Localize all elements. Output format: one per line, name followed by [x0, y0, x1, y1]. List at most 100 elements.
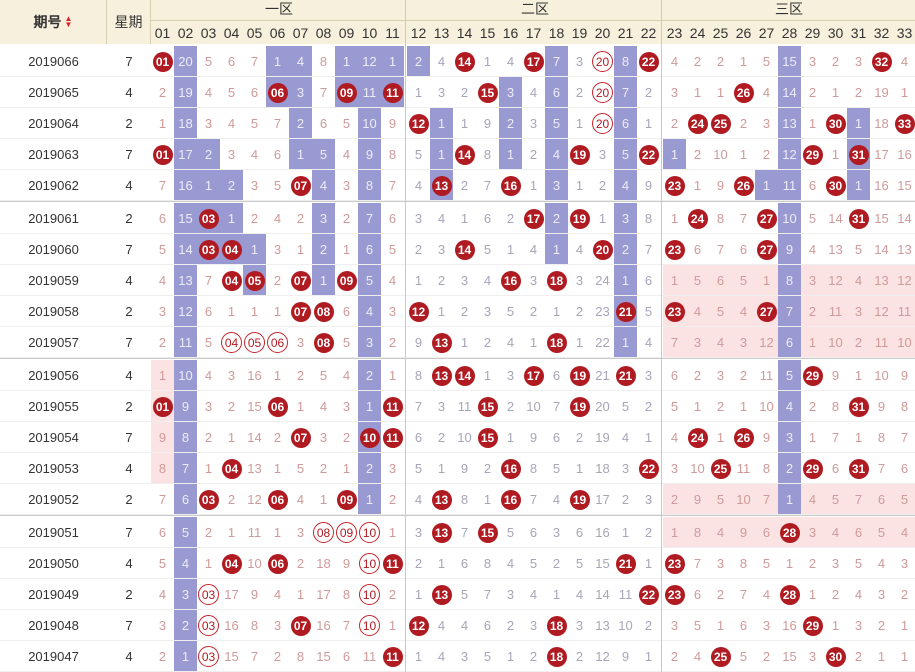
miss-count: 2 [296, 211, 305, 226]
miss-count: 16 [874, 178, 889, 193]
repeat-number-marker: 03 [198, 615, 219, 636]
miss-count: 1 [506, 649, 515, 664]
number-cell: 29 [801, 610, 824, 641]
miss-count: 8 [785, 273, 794, 288]
number-cell: 3 [801, 517, 824, 548]
number-cell: 2 [220, 484, 243, 515]
number-cell: 16 [499, 170, 522, 201]
sort-icon[interactable]: ▲ ▼ [64, 14, 73, 29]
number-cell: 5 [197, 46, 220, 77]
number-cell: 1 [197, 170, 220, 201]
number-header-09: 09 [338, 24, 355, 41]
miss-count: 7 [552, 399, 561, 414]
miss-count: 18 [178, 116, 193, 131]
period-cell: 2019052 [28, 492, 79, 507]
number-cell: 17 [591, 484, 614, 515]
number-cell: 13 [430, 517, 453, 548]
miss-count: 1 [670, 147, 679, 162]
number-cell: 7 [847, 484, 870, 515]
miss-count: 3 [158, 618, 167, 633]
number-cell: 7 [197, 265, 220, 296]
number-cell: 10 [893, 327, 915, 358]
drawn-number-ball: 33 [894, 113, 915, 134]
number-cell: 9 [709, 170, 732, 201]
miss-count: 15 [897, 178, 912, 193]
number-cell: 10 [358, 610, 381, 641]
miss-count: 7 [460, 525, 469, 540]
drawn-number-ball: 09 [336, 82, 357, 103]
miss-count: 1 [342, 461, 351, 476]
number-cell: 3 [312, 203, 335, 234]
drawn-number-ball: 27 [756, 239, 777, 260]
drawn-number-ball: 15 [477, 396, 498, 417]
number-cell: 4 [545, 484, 568, 515]
number-cell: 6 [847, 517, 870, 548]
number-cell: 01 [151, 46, 174, 77]
miss-count: 10 [526, 399, 541, 414]
number-cell: 01 [151, 391, 174, 422]
miss-count: 17 [224, 587, 239, 602]
drawn-number-ball: 19 [569, 365, 590, 386]
number-cell: 1 [893, 641, 915, 672]
miss-count: 5 [693, 273, 702, 288]
number-cell: 23 [663, 579, 686, 610]
drawn-number-ball: 14 [454, 239, 475, 260]
number-cell: 6 [801, 170, 824, 201]
miss-count: 1 [854, 178, 863, 193]
number-cell: 6 [732, 610, 755, 641]
number-cell: 4 [430, 610, 453, 641]
period-header[interactable]: 期号 ▲ ▼ [0, 0, 107, 44]
row-divider [0, 609, 915, 610]
weekday-cell: 7 [125, 525, 133, 540]
number-cell: 3 [591, 139, 614, 170]
number-cell: 3 [709, 360, 732, 391]
miss-count: 5 [319, 368, 328, 383]
miss-count: 4 [552, 147, 561, 162]
miss-count: 2 [250, 211, 259, 226]
number-cell: 7 [407, 391, 430, 422]
number-cell: 1 [755, 265, 778, 296]
miss-count: 16 [178, 178, 193, 193]
drawn-number-ball: 23 [664, 175, 685, 196]
miss-count: 6 [483, 211, 492, 226]
weekday-cell: 4 [125, 649, 133, 664]
miss-count: 4 [319, 399, 328, 414]
number-cell: 3 [847, 610, 870, 641]
number-cell: 3 [499, 77, 522, 108]
miss-count: 2 [273, 273, 282, 288]
miss-count: 1 [831, 85, 840, 100]
miss-count: 5 [575, 556, 584, 571]
miss-count: 5 [621, 147, 630, 162]
drawn-number-ball: 10 [359, 427, 380, 448]
number-cell: 20 [591, 46, 614, 77]
number-cell: 10 [453, 422, 476, 453]
number-cell: 9 [243, 579, 266, 610]
miss-count: 4 [529, 587, 538, 602]
miss-count: 7 [414, 399, 423, 414]
number-cell: 9 [637, 170, 660, 201]
drawn-number-ball: 12 [408, 301, 429, 322]
number-cell: 18 [591, 453, 614, 484]
drawn-number-ball: 23 [664, 301, 685, 322]
number-cell: 2 [663, 641, 686, 672]
miss-count: 3 [716, 368, 725, 383]
miss-count: 17 [595, 492, 610, 507]
number-header-04: 04 [223, 24, 240, 41]
number-cell: 2 [522, 641, 545, 672]
miss-count: 6 [529, 525, 538, 540]
weekday-cell: 4 [125, 273, 133, 288]
drawn-number-ball: 04 [221, 270, 242, 291]
number-cell: 16 [312, 610, 335, 641]
miss-count: 4 [762, 85, 771, 100]
number-cell: 07 [289, 422, 312, 453]
miss-count: 5 [227, 85, 236, 100]
number-cell: 2 [686, 46, 709, 77]
miss-count: 22 [595, 335, 610, 350]
number-cell: 18 [174, 108, 197, 139]
miss-count: 5 [204, 54, 213, 69]
number-cell: 1 [266, 453, 289, 484]
miss-count: 1 [785, 556, 794, 571]
number-cell: 4 [499, 46, 522, 77]
row-divider [0, 233, 915, 234]
miss-count: 7 [762, 492, 771, 507]
